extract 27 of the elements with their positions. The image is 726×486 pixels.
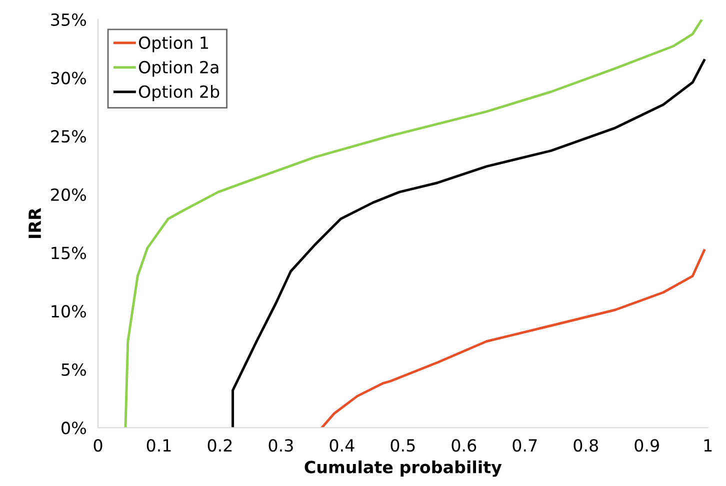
x-tick-label: 0.3 [268, 439, 293, 452]
y-axis-title: IRR [28, 208, 41, 238]
y-tick-label: 0% [62, 422, 86, 434]
y-tick-label: 15% [52, 246, 86, 260]
y-tick-label: 5% [62, 363, 86, 376]
y-tick-label: 20% [51, 188, 86, 201]
x-tick-label: 0.1 [146, 439, 171, 452]
x-tick-label: 1 [704, 439, 712, 452]
y-tick-label: 35% [51, 13, 86, 26]
legend-label: Option 2a [138, 60, 218, 77]
x-tick-label: 0.7 [512, 439, 537, 452]
x-tick-label: 0.6 [452, 439, 476, 452]
x-tick-label: 0.5 [390, 439, 415, 452]
x-tick-label: 0.2 [208, 439, 232, 452]
x-tick-label: 0.4 [330, 439, 354, 452]
y-tick-label: 25% [51, 130, 86, 143]
line-series [232, 59, 706, 428]
y-tick-label: 30% [51, 72, 86, 84]
x-tick-label: 0.8 [574, 439, 598, 452]
x-axis-title: Cumulate probability [304, 460, 502, 477]
x-tick-label: 0 [94, 439, 102, 452]
legend-label: Option 1 [138, 36, 208, 52]
line-series [124, 19, 702, 428]
line-series [320, 249, 706, 428]
x-tick-label: 0.9 [634, 439, 659, 452]
y-tick-label: 10% [52, 305, 86, 318]
legend-label: Option 2b [138, 85, 220, 102]
